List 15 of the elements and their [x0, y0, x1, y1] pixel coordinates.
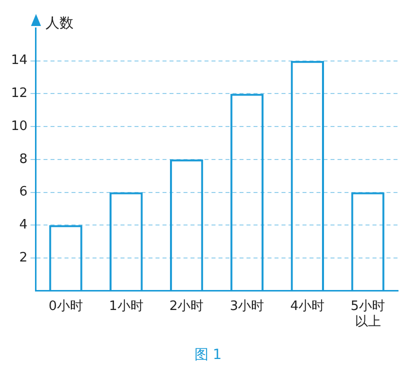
x-tick-label: 1小时: [109, 298, 144, 314]
caption: 图 1: [193, 346, 223, 364]
y-tick-label: 10: [10, 118, 28, 134]
y-tick-label: 6: [19, 184, 28, 200]
y-axis-title: 人数: [46, 16, 74, 32]
x-tick-label: 3小时: [230, 298, 264, 314]
x-tick-label: 0小时: [48, 298, 83, 314]
y-tick-label: 8: [19, 152, 28, 167]
y-tick-label: 4: [19, 217, 28, 232]
y-tick-label: 12: [10, 86, 28, 102]
x-tick-label: 5小时以上: [350, 298, 385, 330]
x-tick-label: 2小时: [169, 298, 204, 314]
y-tick-label: 2: [19, 250, 28, 266]
y-tick-label: 14: [10, 53, 28, 68]
x-tick-label: 4小时: [290, 298, 325, 314]
